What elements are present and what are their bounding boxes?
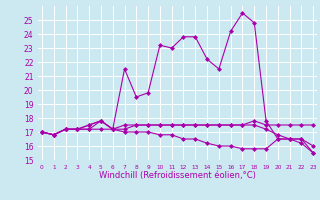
X-axis label: Windchill (Refroidissement éolien,°C): Windchill (Refroidissement éolien,°C): [99, 171, 256, 180]
